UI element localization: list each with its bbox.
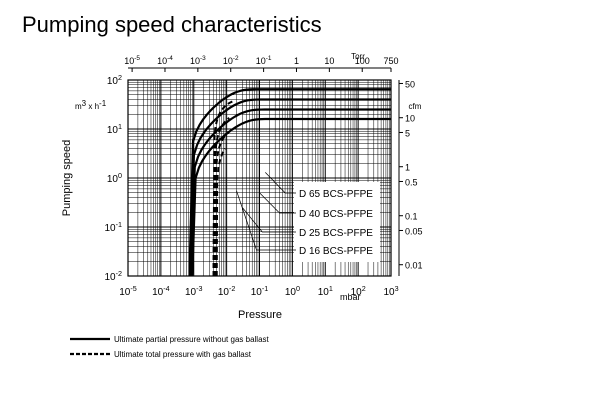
legend-label: Ultimate total pressure with gas ballast [114, 350, 252, 359]
x-tick-label: 100 [285, 284, 300, 298]
series-line [189, 98, 391, 276]
right-tick-label: 50 [405, 79, 415, 89]
series-line [190, 108, 391, 277]
grid [127, 80, 391, 277]
series-line [188, 88, 391, 276]
x-tick-label: 103 [383, 284, 398, 298]
right-tick-label: 5 [405, 128, 410, 138]
x-tick-label: 10-3 [185, 284, 203, 298]
series-callout [265, 172, 296, 194]
right-tick-label: 0.01 [405, 261, 423, 271]
top-tick-label: 10 [324, 56, 334, 66]
series-callout [236, 190, 296, 251]
right-tick-label: 0.5 [405, 177, 418, 187]
series-label: D 40 BCS-PFPE [299, 209, 373, 220]
chart-title: Pumping speed characteristics [22, 12, 322, 37]
series-dashed-line [215, 147, 226, 277]
right-tick-label: 0.05 [405, 226, 423, 236]
y-tick-label: 101 [107, 122, 122, 136]
x-tick-label: 10-2 [218, 284, 236, 298]
x-tick-label: 101 [318, 284, 333, 298]
top-tick-label: 10-5 [124, 55, 140, 66]
y-tick-label: 10-2 [104, 269, 122, 283]
series-callout [259, 192, 296, 214]
curves [188, 88, 391, 277]
right-tick-label: 0.1 [405, 212, 418, 222]
top-tick-label: 10-1 [256, 55, 272, 66]
top-tick-label: 10-2 [223, 55, 239, 66]
series-label: D 65 BCS-PFPE [299, 189, 373, 200]
top-tick-label: 1 [294, 56, 299, 66]
plot-frame [127, 79, 392, 277]
series-dashed-line [212, 100, 233, 276]
top-tick-label: 10-3 [190, 55, 206, 66]
y-tick-label: 100 [107, 171, 122, 185]
top-tick-label: 10-4 [157, 55, 173, 66]
x-tick-label: 102 [351, 284, 366, 298]
y-unit-label: m3 x h-1 [75, 99, 107, 111]
series-label: D 16 BCS-PFPE [299, 246, 373, 257]
top-tick-label: 100 [355, 56, 370, 66]
series-callout [242, 207, 296, 233]
x-unit-label: mbar [340, 292, 361, 302]
y-tick-label: 102 [107, 73, 122, 87]
x-tick-label: 10-4 [152, 284, 170, 298]
right-tick-label: 10 [405, 114, 415, 124]
right-tick-label: 1 [405, 163, 410, 173]
series-line [191, 117, 391, 277]
y-tick-label: 10-1 [104, 220, 122, 234]
y-axis-label: Pumping speed [61, 140, 73, 216]
x-tick-label: 10-1 [251, 284, 269, 298]
series-label: D 25 BCS-PFPE [299, 228, 373, 239]
x-axis-label: Pressure [238, 309, 282, 321]
series-label-box [294, 182, 380, 262]
x-tick-label: 10-5 [119, 284, 137, 298]
top-axis-unit: Torr [351, 52, 365, 61]
top-tick-label: 750 [383, 56, 398, 66]
right-axis-unit: cfm [409, 102, 422, 111]
legend-label: Ultimate partial pressure without gas ba… [114, 335, 270, 344]
